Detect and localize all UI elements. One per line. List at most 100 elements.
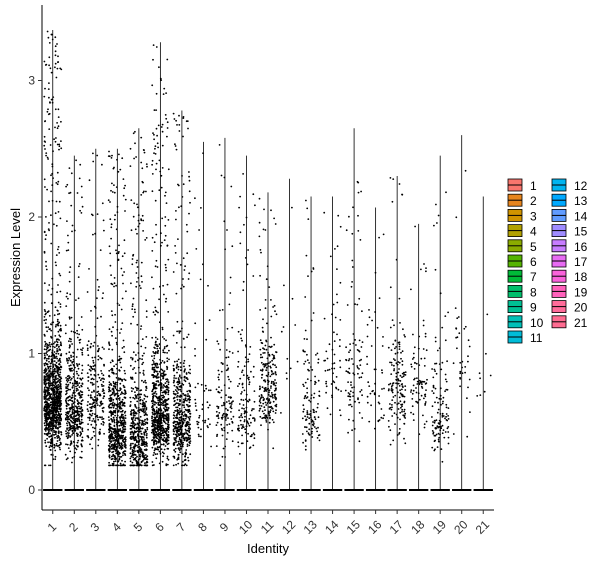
data-point [44,148,46,150]
data-point [176,320,179,323]
data-point [58,489,60,491]
data-point [120,424,123,427]
data-point [51,163,54,166]
data-point [152,58,154,61]
data-point [51,382,54,384]
data-point [47,357,50,360]
data-point [132,387,135,390]
data-point [118,304,121,306]
data-point [184,394,187,397]
data-point [121,409,124,412]
data-point [50,242,53,245]
data-point [264,364,267,367]
data-point [262,318,264,321]
data-point [262,347,264,350]
data-point [245,345,248,348]
data-point [216,433,219,436]
data-point [223,220,226,223]
data-point [139,435,142,438]
data-point [119,407,122,410]
data-point [161,412,163,415]
data-point [264,344,267,347]
data-point [129,457,132,460]
data-point [89,381,92,384]
data-point [114,381,117,384]
data-point [178,130,181,132]
data-point [76,426,78,429]
data-point [43,407,46,410]
data-point [167,381,170,384]
data-point [152,388,154,391]
data-point [155,168,157,171]
data-point [264,386,267,389]
data-point [118,378,120,381]
data-point [242,426,245,429]
data-point [261,368,264,371]
data-point [183,464,186,467]
data-point [130,410,132,413]
data-point [132,297,135,300]
data-point [123,430,125,433]
data-point [68,365,71,367]
data-point [185,120,188,123]
data-point [113,410,115,412]
data-point [109,397,111,400]
data-point [174,420,177,423]
data-point [314,418,317,421]
data-point [102,411,105,413]
data-point [80,489,82,491]
data-point [121,400,123,403]
data-point [186,433,189,435]
data-point [129,433,132,435]
data-point [156,414,158,417]
data-point [129,396,132,399]
data-point [223,384,226,387]
data-point [134,130,136,133]
data-point [151,416,154,418]
data-point [116,425,119,428]
data-point [51,172,54,175]
data-point [129,400,132,403]
data-point [179,445,182,448]
data-point [44,64,47,66]
data-point [224,417,227,419]
data-point [310,394,313,396]
data-point [124,198,127,201]
data-point [134,404,136,406]
data-point [154,453,157,456]
data-point [158,383,161,386]
data-point [98,433,101,435]
data-point [66,420,69,423]
data-point [50,439,52,441]
data-point [55,324,57,326]
data-point [194,348,196,350]
data-point [54,410,57,413]
data-point [275,389,277,391]
data-point [50,453,53,456]
data-point [161,217,164,220]
data-point [70,340,72,343]
data-point [107,405,110,408]
data-point [144,418,147,421]
data-point [186,423,188,426]
data-point [56,409,59,411]
data-point [80,456,83,459]
data-point [271,353,274,356]
data-point [80,443,83,445]
data-point [110,436,113,438]
data-point [177,444,179,446]
data-point [44,417,47,420]
data-point [53,138,55,141]
data-point [172,112,175,115]
data-point [67,359,70,362]
data-point [194,354,197,357]
data-point [164,382,167,384]
data-point [114,337,117,339]
data-point [306,410,309,412]
data-point [160,489,163,491]
data-point [177,365,180,368]
data-point [80,185,83,188]
data-point [132,396,135,399]
data-point [50,445,53,448]
data-point [70,442,72,445]
